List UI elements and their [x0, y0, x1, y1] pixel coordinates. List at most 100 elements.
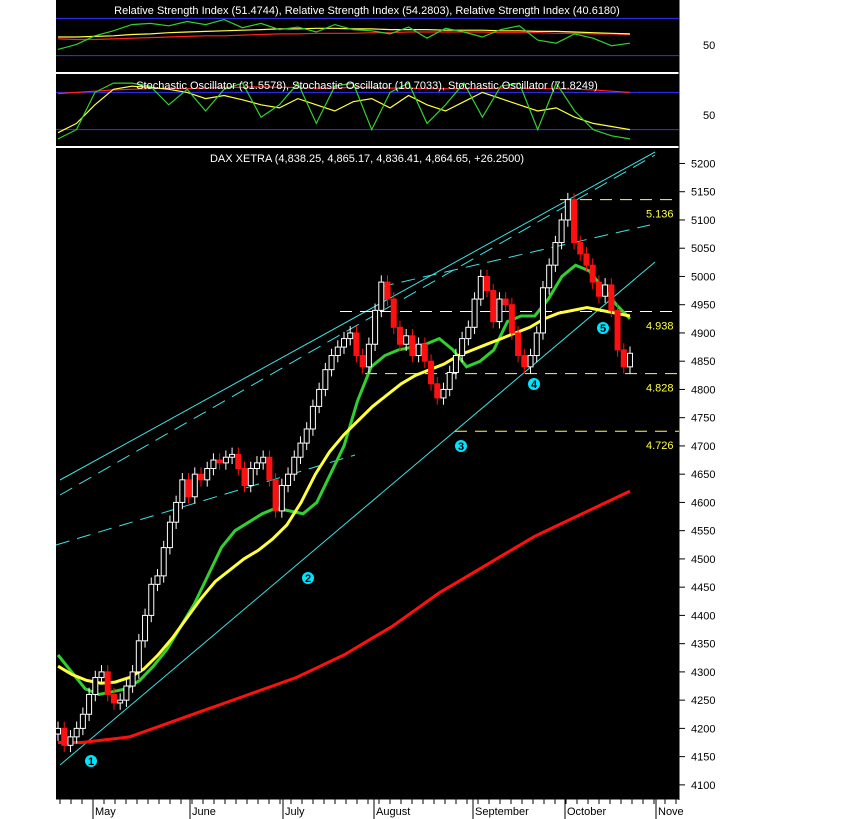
candle-body: [86, 693, 93, 715]
candle-body: [179, 479, 186, 503]
month-label-october: October: [567, 806, 606, 818]
candle-body: [365, 343, 372, 368]
candle-body: [341, 338, 347, 348]
moving-average-1: [57, 305, 631, 685]
month-label-september: September: [475, 806, 529, 818]
candle-body: [440, 388, 447, 399]
candle-body: [372, 309, 379, 345]
month-label-june: June: [192, 806, 216, 818]
price-tick-4300: 4300: [691, 667, 715, 679]
candle-body: [359, 355, 366, 368]
candle-body: [272, 479, 279, 512]
candle-body: [421, 343, 428, 362]
price-tick-4200: 4200: [691, 723, 715, 735]
wave-label-5: 5: [600, 323, 606, 335]
candle-body: [67, 736, 74, 746]
candle-body: [527, 355, 534, 368]
candle-body: [484, 275, 490, 292]
candle-body: [564, 199, 571, 221]
candle-body: [173, 501, 180, 523]
wave-marker-5: [597, 322, 609, 334]
candle-body: [260, 456, 267, 464]
trendline-4: [59, 261, 656, 766]
candle-body: [515, 332, 522, 357]
candle-body: [266, 456, 273, 481]
candle-body: [502, 298, 509, 306]
candle-body: [104, 671, 111, 695]
stochastic-panel: [56, 81, 679, 140]
candle-body: [98, 671, 105, 679]
candle-body: [216, 459, 223, 464]
price-tick-4450: 4450: [691, 582, 715, 594]
wave-label-4: 4: [531, 379, 538, 391]
candle-body: [620, 349, 627, 368]
price-tick-4550: 4550: [691, 526, 715, 538]
candle-body: [185, 479, 192, 498]
candle-body: [328, 355, 335, 371]
trendline-1: [59, 154, 656, 496]
candle-body: [602, 284, 609, 297]
candle-body: [61, 727, 68, 746]
price-axis: 4100 4150 4200 4250 4300 4350 4400 4450 4500 4550…: [679, 158, 715, 792]
price-tick-5000: 5000: [691, 271, 715, 283]
stoch-series-2: [57, 81, 631, 140]
candle-body: [92, 677, 99, 695]
candle-body: [142, 614, 149, 642]
candle-body: [316, 388, 323, 407]
candle-body: [334, 346, 341, 357]
rsi-series-0: [57, 31, 631, 41]
candle-body: [278, 484, 285, 512]
month-label-may: May: [95, 806, 116, 818]
candle-body: [508, 304, 515, 334]
candle-body: [434, 383, 441, 399]
candle-body: [191, 473, 198, 498]
moving-average-0: [56, 263, 632, 697]
candle-body: [253, 462, 260, 470]
trendline-3: [379, 224, 651, 288]
rsi-series-1: [58, 27, 631, 38]
candle-body: [428, 360, 435, 385]
price-tick-5200: 5200: [691, 158, 715, 170]
level-label-0: 5.136: [646, 209, 674, 221]
candle-body: [322, 369, 329, 390]
rsi-panel: [56, 17, 679, 57]
time-axis: May June July August September October Nove: [56, 798, 684, 819]
candle-body: [117, 699, 124, 704]
rsi-tick-50: 50: [703, 40, 715, 52]
candle-body: [608, 284, 615, 311]
price-tick-4600: 4600: [691, 497, 715, 509]
candle-body: [496, 298, 503, 323]
price-tick-4400: 4400: [691, 610, 715, 622]
candle-body: [123, 685, 130, 701]
price-tick-5150: 5150: [691, 187, 715, 199]
wave-marker-1: [85, 755, 97, 767]
candle-body: [571, 199, 578, 244]
price-tick-4800: 4800: [691, 384, 715, 396]
candle-body: [166, 521, 173, 549]
wave-label-1: 1: [88, 756, 94, 768]
candle-body: [490, 290, 497, 323]
candle-body: [247, 468, 254, 486]
price-tick-4350: 4350: [691, 639, 715, 651]
candle-body: [347, 332, 354, 340]
candle-body: [222, 456, 229, 464]
stoch-title: Stochastic Oscillator (31.5578), Stochas…: [136, 80, 598, 92]
rsi-series-2: [57, 18, 631, 50]
wave-marker-3: [455, 440, 467, 452]
month-label-august: August: [376, 806, 410, 818]
candle-body: [446, 371, 453, 390]
candle-body: [110, 693, 117, 704]
price-tick-4850: 4850: [691, 356, 715, 368]
price-tick-4250: 4250: [691, 695, 715, 707]
candle-body: [614, 309, 621, 351]
wave-label-3: 3: [458, 441, 464, 453]
candle-body: [79, 713, 86, 729]
rsi-title: Relative Strength Index (51.4744), Relat…: [114, 5, 620, 17]
price-panel-bg: [56, 148, 679, 799]
candle-body: [452, 355, 459, 373]
price-tick-5100: 5100: [691, 215, 715, 227]
candle-body: [160, 547, 167, 577]
price-tick-4100: 4100: [691, 780, 715, 792]
candle-body: [627, 352, 633, 368]
